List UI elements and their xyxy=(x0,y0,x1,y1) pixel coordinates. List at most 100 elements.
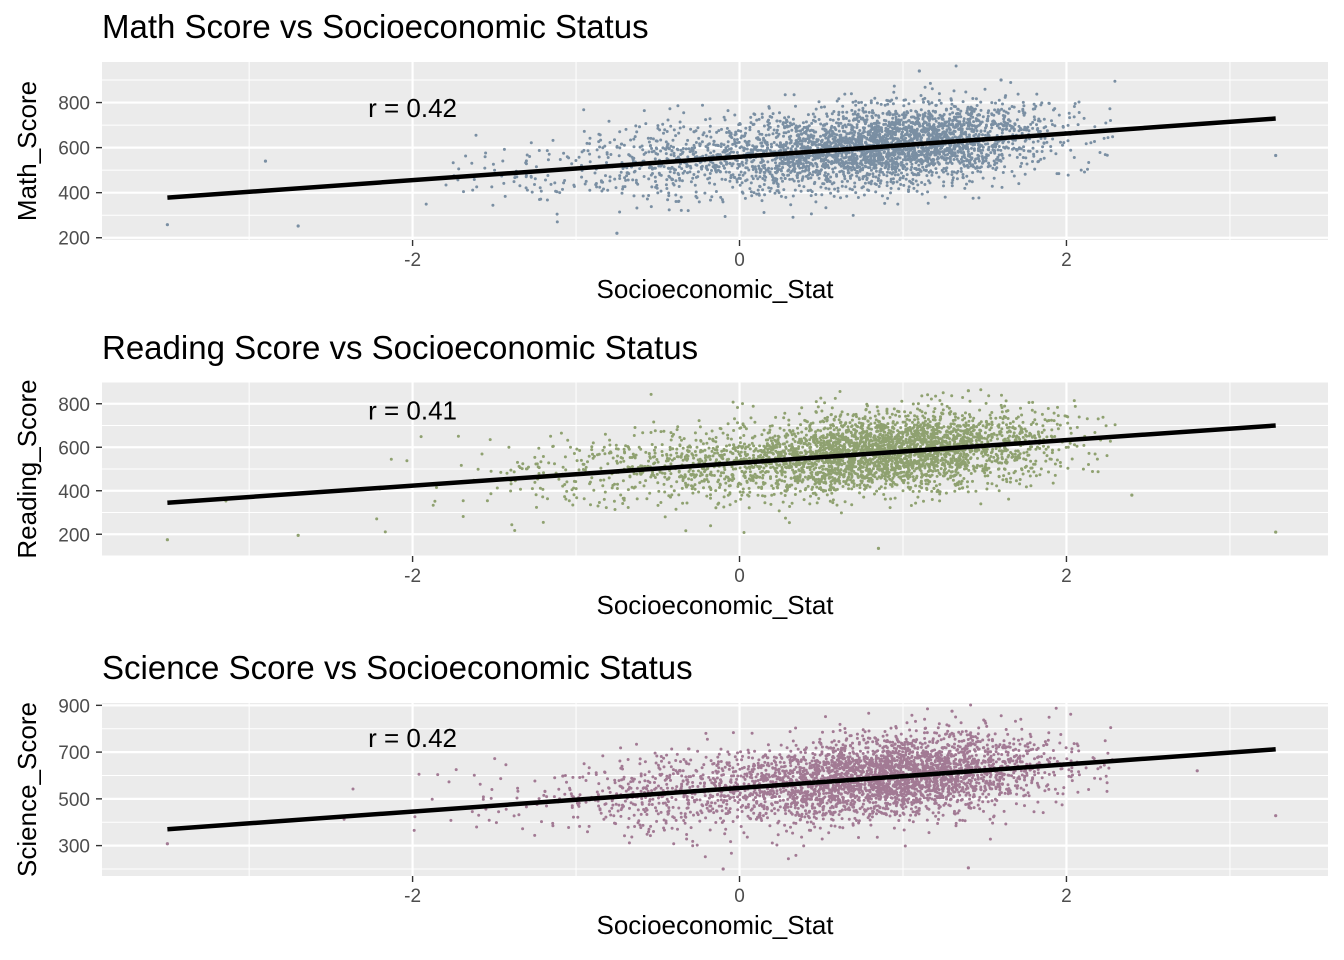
data-point xyxy=(491,162,495,166)
data-point xyxy=(845,132,849,136)
data-point xyxy=(680,179,684,183)
data-point xyxy=(1066,466,1070,470)
data-point xyxy=(769,477,772,480)
data-point xyxy=(632,194,636,198)
data-point xyxy=(949,97,953,101)
data-point xyxy=(704,166,708,169)
data-point xyxy=(1015,118,1019,122)
data-point xyxy=(658,173,662,177)
data-point xyxy=(945,166,949,170)
data-point xyxy=(997,489,1001,493)
data-point xyxy=(793,167,797,171)
data-point xyxy=(967,118,971,122)
data-point xyxy=(869,101,873,105)
data-point xyxy=(874,190,878,194)
data-point xyxy=(822,143,826,146)
data-point xyxy=(672,154,676,158)
data-point xyxy=(837,97,841,101)
data-point xyxy=(890,141,894,145)
data-point xyxy=(788,137,792,141)
data-point xyxy=(791,215,795,219)
data-point xyxy=(895,157,899,161)
data-point xyxy=(892,84,896,88)
data-point xyxy=(783,93,787,97)
data-point xyxy=(888,415,892,419)
data-point xyxy=(472,178,476,181)
data-point xyxy=(561,187,564,191)
data-point xyxy=(1040,150,1044,153)
data-point xyxy=(755,118,759,122)
data-point xyxy=(832,155,836,159)
data-point xyxy=(1001,102,1004,106)
data-point xyxy=(648,144,652,148)
data-point xyxy=(827,187,831,191)
data-point xyxy=(1067,111,1071,115)
data-point xyxy=(608,175,612,179)
data-point xyxy=(681,147,685,150)
data-point xyxy=(824,133,828,137)
data-point xyxy=(588,188,592,192)
data-point xyxy=(749,115,753,119)
data-point xyxy=(759,453,763,457)
data-point xyxy=(165,223,169,227)
data-point xyxy=(1073,102,1077,106)
data-point xyxy=(666,143,670,147)
data-point xyxy=(926,160,930,164)
data-point xyxy=(971,479,974,483)
data-point xyxy=(916,495,920,499)
data-point xyxy=(846,425,850,429)
data-point xyxy=(874,183,878,186)
data-point xyxy=(873,149,877,153)
data-point xyxy=(883,150,886,154)
data-point xyxy=(791,144,795,148)
data-point xyxy=(692,173,696,176)
data-point xyxy=(1061,143,1064,147)
data-point xyxy=(937,116,941,120)
data-point xyxy=(451,161,455,165)
data-point xyxy=(819,122,823,126)
data-point xyxy=(945,129,949,132)
data-point xyxy=(956,150,960,154)
data-point xyxy=(545,149,549,153)
data-point xyxy=(769,142,773,146)
data-point xyxy=(1038,435,1042,439)
data-point xyxy=(694,190,698,194)
data-point xyxy=(883,497,887,501)
data-point xyxy=(770,145,773,149)
data-point xyxy=(1109,119,1112,122)
data-point xyxy=(825,112,829,116)
data-point xyxy=(713,451,717,455)
data-point xyxy=(850,425,853,429)
data-point xyxy=(726,144,730,148)
data-point xyxy=(726,422,730,426)
data-point xyxy=(812,134,816,138)
data-point xyxy=(945,134,949,137)
data-point xyxy=(840,184,844,188)
data-point xyxy=(841,115,845,119)
data-point xyxy=(927,179,931,183)
data-point xyxy=(794,127,798,131)
data-point xyxy=(853,110,857,114)
data-point xyxy=(676,455,680,459)
data-point xyxy=(1021,109,1025,113)
data-point xyxy=(1111,135,1115,139)
data-point xyxy=(696,170,700,174)
data-point xyxy=(869,168,873,172)
data-point xyxy=(728,443,731,447)
data-point xyxy=(858,137,861,141)
data-point xyxy=(766,160,770,164)
data-point xyxy=(976,169,980,173)
data-point xyxy=(906,111,910,115)
data-point xyxy=(910,165,914,169)
data-point xyxy=(546,158,550,162)
data-point xyxy=(971,143,975,147)
data-point xyxy=(700,140,704,144)
data-point xyxy=(911,178,915,181)
data-point xyxy=(806,125,810,129)
data-point xyxy=(619,170,623,174)
data-point xyxy=(903,115,907,119)
data-point xyxy=(874,169,878,173)
data-point xyxy=(877,173,881,177)
data-point xyxy=(480,452,484,456)
data-point xyxy=(956,107,960,111)
